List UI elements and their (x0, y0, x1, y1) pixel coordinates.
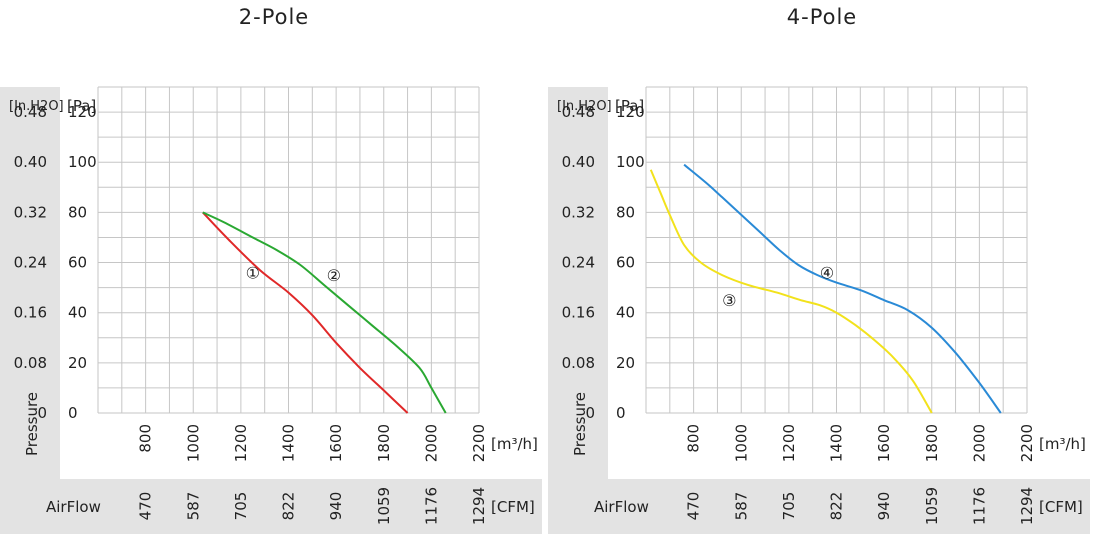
series-marker-label: ① (246, 264, 260, 283)
x-tick-label-m3h: 1400 (280, 424, 298, 462)
y-tick-label-inh2o: 0.32 (14, 203, 47, 221)
x-tick-label-cfm: 1176 (422, 487, 440, 525)
chart-svg: 120 100 80 60 40 20 0 0.48 0.40 0.32 0.24 0.16 0.08 0… (548, 86, 1090, 534)
chart-panel-4-pole: 4-Pole 120 100 80 60 40 20 0 0.48 0.40 0.32 0.24 0.… (548, 0, 1096, 539)
y-unit-inh2o: [In.H2O] (9, 99, 64, 114)
x-tick-label-cfm: 1294 (1018, 487, 1036, 525)
y-tick-label-inh2o: 0.08 (14, 354, 47, 372)
airflow-label: AirFlow (594, 498, 649, 516)
x-tick-label-m3h: 2000 (970, 424, 988, 462)
x-tick-label-m3h: 1000 (732, 424, 750, 462)
x-tick-label-cfm: 587 (184, 492, 202, 521)
x-tick-label-m3h: 1600 (875, 424, 893, 462)
y-tick-label-pa: 40 (68, 304, 87, 322)
x-tick-label-cfm: 470 (685, 492, 703, 521)
chart-svg: 120 100 80 60 40 20 0 0.48 0.40 0.32 0.24 0.16 0.08 0… (0, 86, 542, 534)
axis-band-left (0, 87, 60, 479)
series-line-1 (649, 169, 933, 414)
y-tick-label-pa: 100 (68, 153, 97, 171)
y-tick-label-pa: 0 (68, 404, 78, 422)
y-tick-label-pa: 40 (616, 304, 635, 322)
grid (645, 86, 1028, 414)
x-tick-label-cfm: 1176 (970, 487, 988, 525)
x-tick-label-cfm: 940 (875, 492, 893, 521)
chart-panel-2-pole: 2-Pole 120 100 80 60 40 20 0 0.48 0.40 0.32 0.24 0.… (0, 0, 548, 539)
airflow-label: AirFlow (46, 498, 101, 516)
x-unit-cfm: [CFM] (491, 498, 535, 516)
x-tick-label-m3h: 1200 (232, 424, 250, 462)
series-line-1 (202, 211, 409, 414)
y-tick-label-pa: 0 (616, 404, 626, 422)
y-tick-label-pa: 60 (68, 254, 87, 272)
x-tick-label-m3h: 1000 (184, 424, 202, 462)
y-tick-label-pa: 120 (616, 103, 645, 121)
y-tick-label-inh2o: 0.32 (562, 203, 595, 221)
x-tick-label-cfm: 940 (327, 492, 345, 521)
x-tick-label-m3h: 2200 (470, 424, 488, 462)
y-tick-label-pa: 60 (616, 254, 635, 272)
chart-title: 4-Pole (786, 5, 858, 29)
y-tick-label-inh2o: 0.48 (562, 103, 595, 121)
x-tick-label-m3h: 1800 (375, 424, 393, 462)
x-tick-label-m3h: 2000 (422, 424, 440, 462)
series-marker-label: ③ (722, 291, 736, 310)
x-unit-m3h: [m³/h] (1039, 435, 1086, 453)
y-tick-label-inh2o: 0 (585, 404, 595, 422)
y-tick-label-pa: 120 (68, 103, 97, 121)
y-tick-label-inh2o: 0.16 (14, 304, 47, 322)
x-tick-label-cfm: 1059 (923, 487, 941, 525)
y-unit-pa: [Pa] (67, 97, 96, 115)
y-tick-label-inh2o: 0.48 (14, 103, 47, 121)
x-tick-label-cfm: 705 (780, 492, 798, 521)
x-tick-label-m3h: 1200 (780, 424, 798, 462)
x-unit-m3h: [m³/h] (491, 435, 538, 453)
y-tick-label-inh2o: 0.40 (562, 153, 595, 171)
x-tick-label-cfm: 705 (232, 492, 250, 521)
x-unit-cfm: [CFM] (1039, 498, 1083, 516)
axis-band-bottom (0, 479, 542, 534)
x-tick-label-cfm: 470 (137, 492, 155, 521)
axis-band-left (548, 87, 608, 479)
series-line-2 (202, 211, 447, 414)
y-tick-label-pa: 80 (68, 203, 87, 221)
grid (97, 86, 480, 414)
x-tick-label-cfm: 587 (732, 492, 750, 521)
x-tick-label-cfm: 1059 (375, 487, 393, 525)
y-tick-label-pa: 100 (616, 153, 645, 171)
axis-band-bottom (548, 479, 1090, 534)
y-tick-label-pa: 20 (616, 354, 635, 372)
y-tick-label-inh2o: 0.24 (562, 254, 595, 272)
y-axis-label: Pressure (571, 392, 589, 456)
x-tick-label-cfm: 1294 (470, 487, 488, 525)
series-marker-label: ④ (820, 264, 834, 283)
y-unit-inh2o: [In.H2O] (557, 99, 612, 114)
y-unit-pa: [Pa] (615, 97, 644, 115)
series-line-2 (683, 163, 1002, 414)
x-tick-label-m3h: 1400 (828, 424, 846, 462)
y-tick-label-inh2o: 0.24 (14, 254, 47, 272)
y-tick-label-inh2o: 0.08 (562, 354, 595, 372)
y-tick-label-pa: 20 (68, 354, 87, 372)
series-marker-label: ② (327, 266, 341, 285)
x-tick-label-cfm: 822 (828, 492, 846, 521)
x-tick-label-m3h: 800 (137, 424, 155, 453)
y-axis-label: Pressure (23, 392, 41, 456)
y-tick-label-inh2o: 0.40 (14, 153, 47, 171)
x-tick-label-m3h: 2200 (1018, 424, 1036, 462)
y-tick-label-inh2o: 0.16 (562, 304, 595, 322)
x-tick-label-cfm: 822 (280, 492, 298, 521)
y-tick-label-pa: 80 (616, 203, 635, 221)
x-tick-label-m3h: 1800 (923, 424, 941, 462)
y-tick-label-inh2o: 0 (37, 404, 47, 422)
x-tick-label-m3h: 800 (685, 424, 703, 453)
chart-title: 2-Pole (238, 5, 310, 29)
x-tick-label-m3h: 1600 (327, 424, 345, 462)
